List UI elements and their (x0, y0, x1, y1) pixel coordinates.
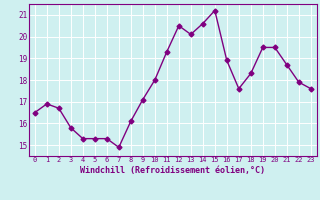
X-axis label: Windchill (Refroidissement éolien,°C): Windchill (Refroidissement éolien,°C) (80, 166, 265, 175)
